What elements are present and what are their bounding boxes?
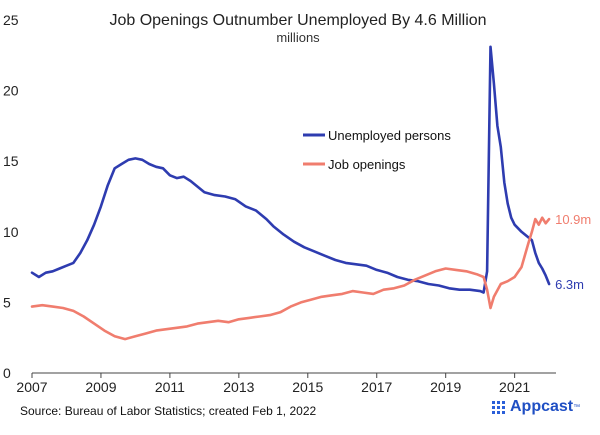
x-tick-label: 2013 — [223, 379, 254, 395]
brand-trademark: ™ — [573, 403, 581, 411]
y-tick-label: 25 — [3, 12, 19, 28]
x-tick-label: 2007 — [16, 379, 47, 395]
chart-subtitle: millions — [276, 30, 320, 45]
series-line-unemployed — [30, 45, 551, 294]
y-tick-label: 0 — [3, 365, 11, 381]
appcast-dots-icon — [492, 400, 505, 414]
y-tick-label: 20 — [3, 83, 19, 99]
legend: Unemployed persons Job openings — [303, 128, 451, 172]
x-tick-label: 2011 — [155, 379, 185, 395]
chart-title: Job Openings Outnumber Unemployed By 4.6… — [109, 12, 486, 29]
x-tick-label: 2015 — [292, 379, 323, 395]
end-value-label-unemployed: 6.3m — [555, 277, 584, 292]
brand-name: Appcast — [510, 398, 574, 415]
x-tick-label: 2009 — [85, 379, 116, 395]
source-note: Source: Bureau of Labor Statistics; crea… — [20, 404, 317, 418]
legend-label-unemployed: Unemployed persons — [328, 128, 451, 143]
series-layer: 6.3m 10.9m — [30, 45, 591, 341]
legend-label-job-openings: Job openings — [328, 157, 406, 172]
end-value-label-job-openings: 10.9m — [555, 212, 591, 227]
series-line-job-openings — [30, 216, 551, 341]
appcast-logo: Appcast ™ — [492, 398, 580, 416]
y-tick-label: 10 — [3, 224, 19, 240]
x-tick-label: 2021 — [499, 379, 530, 395]
y-tick-label: 15 — [3, 153, 19, 169]
x-tick-label: 2017 — [361, 379, 392, 395]
x-tick-label: 2019 — [430, 379, 461, 395]
axes: 0 5 10 15 20 25 2007 2009 2011 2013 2015 2017 2019 20… — [3, 12, 556, 395]
y-tick-label: 5 — [3, 294, 11, 310]
